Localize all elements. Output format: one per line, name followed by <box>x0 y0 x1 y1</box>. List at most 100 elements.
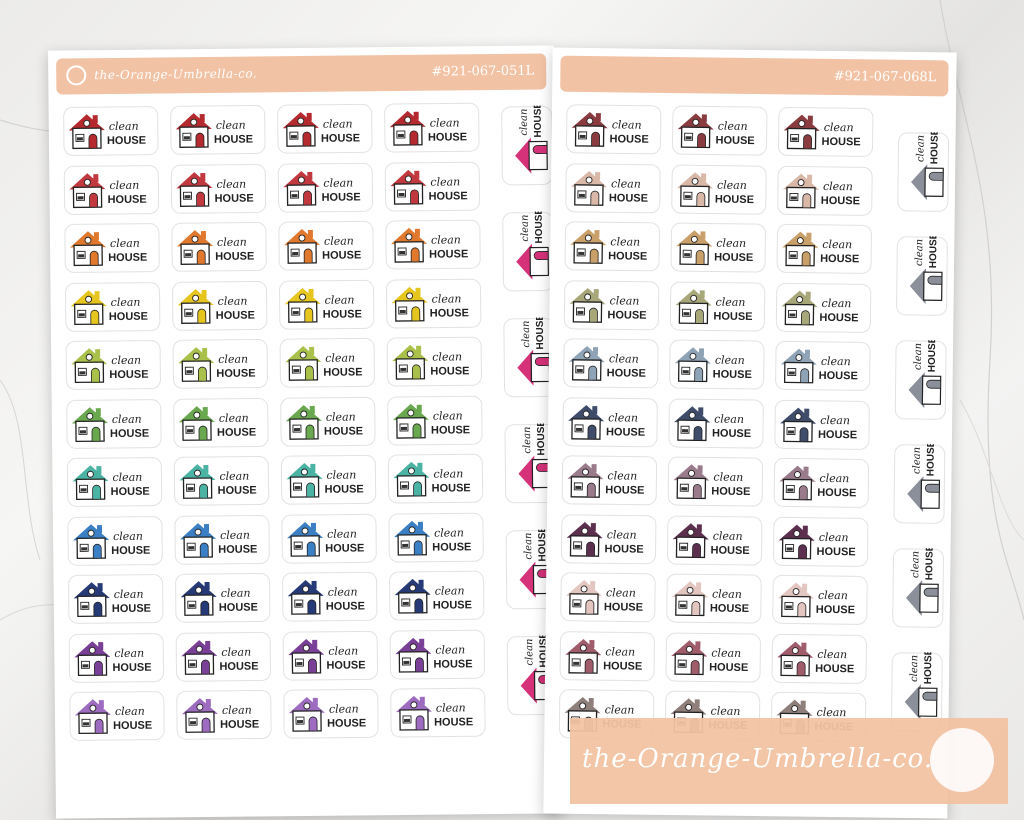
clean-house-vertical-sticker: clean HOUSE <box>894 336 947 421</box>
svg-text:HOUSE: HOUSE <box>606 426 645 438</box>
svg-text:HOUSE: HOUSE <box>428 131 467 143</box>
clean-house-sticker: clean HOUSE <box>278 220 375 271</box>
svg-text:clean: clean <box>323 117 353 130</box>
svg-text:clean: clean <box>112 412 142 425</box>
clean-house-sticker: clean HOUSE <box>69 690 166 741</box>
svg-text:clean: clean <box>822 296 852 309</box>
clean-house-sticker: clean HOUSE <box>63 164 160 215</box>
clean-house-vertical-sticker: clean HOUSE <box>895 232 948 317</box>
svg-text:HOUSE: HOUSE <box>322 249 361 261</box>
clean-house-sticker: clean HOUSE <box>773 457 870 508</box>
svg-text:clean: clean <box>612 118 642 131</box>
svg-text:HOUSE: HOUSE <box>538 635 549 667</box>
clean-house-sticker: clean HOUSE <box>67 573 164 624</box>
svg-text:clean: clean <box>823 179 853 192</box>
svg-text:clean: clean <box>431 233 461 246</box>
clean-house-vertical-sticker: clean HOUSE <box>892 544 945 629</box>
clean-house-sticker: clean HOUSE <box>388 512 485 563</box>
clean-house-sticker: clean HOUSE <box>65 340 162 391</box>
sku-label: #921-067-068L <box>833 68 937 86</box>
svg-text:clean: clean <box>915 135 926 162</box>
svg-text:HOUSE: HOUSE <box>323 308 362 320</box>
svg-text:clean: clean <box>608 411 638 424</box>
svg-text:HOUSE: HOUSE <box>216 368 255 380</box>
clean-house-sticker: clean HOUSE <box>174 572 271 623</box>
svg-text:HOUSE: HOUSE <box>433 658 472 670</box>
clean-house-sticker: clean HOUSE <box>173 397 270 448</box>
clean-house-sticker: clean HOUSE <box>772 574 869 625</box>
svg-text:HOUSE: HOUSE <box>820 253 859 265</box>
svg-text:clean: clean <box>716 295 746 308</box>
svg-text:clean: clean <box>324 234 354 247</box>
clean-house-sticker: clean HOUSE <box>777 165 874 216</box>
svg-text:HOUSE: HOUSE <box>603 660 642 672</box>
svg-text:HOUSE: HOUSE <box>217 426 256 438</box>
clean-house-sticker: clean HOUSE <box>386 336 483 387</box>
svg-text:clean: clean <box>115 705 145 718</box>
svg-text:clean: clean <box>430 175 460 188</box>
clean-house-sticker: clean HOUSE <box>669 281 766 332</box>
svg-text:clean: clean <box>817 647 847 660</box>
clean-house-sticker: clean HOUSE <box>171 221 268 272</box>
clean-house-sticker: clean HOUSE <box>775 340 872 391</box>
clean-house-sticker: clean HOUSE <box>281 571 378 622</box>
svg-text:clean: clean <box>109 120 139 133</box>
svg-text:clean: clean <box>325 293 355 306</box>
clean-house-sticker: clean HOUSE <box>280 396 377 447</box>
svg-text:clean: clean <box>819 530 849 543</box>
svg-text:clean: clean <box>329 702 359 715</box>
clean-house-sticker: clean HOUSE <box>389 629 486 680</box>
clean-house-sticker: clean HOUSE <box>279 337 376 388</box>
svg-text:clean: clean <box>607 528 637 541</box>
clean-house-sticker: clean HOUSE <box>776 223 873 274</box>
svg-text:HOUSE: HOUSE <box>928 236 939 269</box>
svg-text:clean: clean <box>910 551 921 578</box>
clean-house-sticker: clean HOUSE <box>563 338 660 389</box>
svg-text:HOUSE: HOUSE <box>219 660 258 672</box>
svg-text:clean: clean <box>326 410 356 423</box>
clean-house-sticker: clean HOUSE <box>170 163 267 214</box>
svg-text:HOUSE: HOUSE <box>713 369 752 381</box>
svg-text:clean: clean <box>520 214 531 241</box>
svg-text:HOUSE: HOUSE <box>112 661 151 673</box>
svg-text:clean: clean <box>109 178 139 191</box>
svg-text:clean: clean <box>112 471 142 484</box>
clean-house-sticker: clean HOUSE <box>64 281 161 332</box>
svg-text:HOUSE: HOUSE <box>429 248 468 260</box>
svg-text:HOUSE: HOUSE <box>214 134 253 146</box>
svg-text:HOUSE: HOUSE <box>321 191 360 203</box>
svg-text:HOUSE: HOUSE <box>929 132 940 165</box>
clean-house-sticker: clean HOUSE <box>565 104 662 155</box>
svg-text:HOUSE: HOUSE <box>925 444 936 477</box>
svg-text:clean: clean <box>711 646 741 659</box>
clean-house-sticker: clean HOUSE <box>774 399 871 450</box>
svg-text:clean: clean <box>712 588 742 601</box>
svg-text:HOUSE: HOUSE <box>323 366 362 378</box>
svg-text:HOUSE: HOUSE <box>607 309 646 321</box>
svg-text:HOUSE: HOUSE <box>434 716 473 728</box>
svg-text:HOUSE: HOUSE <box>109 369 148 381</box>
svg-text:HOUSE: HOUSE <box>709 661 748 673</box>
clean-house-sticker: clean HOUSE <box>559 630 656 681</box>
clean-house-vertical-sticker: clean HOUSE <box>501 102 554 186</box>
svg-text:HOUSE: HOUSE <box>216 309 255 321</box>
svg-text:HOUSE: HOUSE <box>324 425 363 437</box>
sticker-sheet-left: the-Orange-Umbrella-co. #921-067-051L cl… <box>47 45 563 819</box>
svg-text:clean: clean <box>326 468 356 481</box>
clean-house-sticker: clean HOUSE <box>671 164 768 215</box>
svg-text:clean: clean <box>325 351 355 364</box>
clean-house-sticker: clean HOUSE <box>176 689 273 740</box>
sticker-grid: clean HOUSE clean HOUSE clean HOUSE cl <box>557 104 896 808</box>
svg-text:HOUSE: HOUSE <box>923 652 934 685</box>
umbrella-logo-icon <box>66 65 87 86</box>
svg-text:HOUSE: HOUSE <box>536 423 547 455</box>
svg-text:clean: clean <box>610 294 640 307</box>
sheet-header: #921-067-068L <box>560 55 949 97</box>
svg-text:clean: clean <box>912 447 923 474</box>
svg-text:clean: clean <box>220 528 250 541</box>
clean-house-sticker: clean HOUSE <box>281 513 378 564</box>
svg-text:clean: clean <box>914 239 925 266</box>
svg-text:HOUSE: HOUSE <box>533 105 544 137</box>
svg-text:clean: clean <box>327 527 357 540</box>
vertical-sticker-column: clean HOUSE clean HOUSE clean HOUSE cl <box>890 128 952 793</box>
